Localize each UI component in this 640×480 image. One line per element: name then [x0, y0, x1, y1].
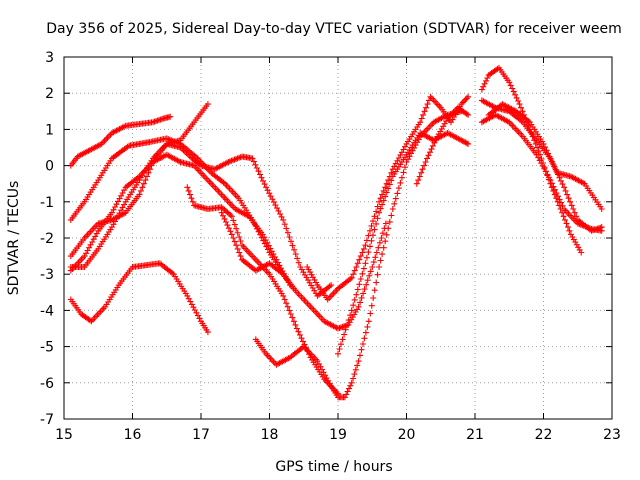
- series-arc-2: [67, 135, 297, 292]
- data-marker-trail: [218, 209, 389, 332]
- x-tick-label: 18: [261, 427, 279, 443]
- data-marker-trail: [335, 130, 472, 357]
- data-marker-trail: [413, 104, 472, 187]
- series-arc-8: [218, 209, 389, 332]
- data-marker-trail: [184, 184, 341, 397]
- grid-lines: [64, 57, 612, 419]
- y-tick-label: -4: [40, 303, 54, 319]
- data-marker-trail: [304, 93, 472, 303]
- x-axis-label: GPS time / hours: [275, 459, 392, 475]
- series-arc-5: [67, 260, 211, 336]
- y-tick-label: 3: [45, 50, 54, 66]
- y-tick-label: 2: [45, 86, 54, 102]
- x-tick-label: 22: [535, 427, 553, 443]
- series-arc-16: [485, 101, 605, 212]
- y-axis-label: SDTVAR / TECUs: [6, 181, 22, 296]
- data-marker-trail: [67, 260, 211, 336]
- x-tick-label: 16: [124, 427, 142, 443]
- series-arc-10: [304, 93, 472, 303]
- x-tick-label: 20: [398, 427, 416, 443]
- y-tick-label: -1: [40, 195, 54, 211]
- data-marker-trail: [67, 113, 174, 169]
- y-tick-label: -3: [40, 267, 54, 283]
- series-arc-1: [67, 113, 174, 169]
- series-arc-6: [67, 140, 335, 299]
- x-tick-label: 21: [466, 427, 484, 443]
- y-tick-label: -5: [40, 340, 54, 356]
- data-points: [67, 64, 605, 401]
- series-arc-12: [413, 104, 472, 187]
- y-tick-label: -2: [40, 231, 54, 247]
- x-tick-label: 17: [192, 427, 210, 443]
- x-tick-label: 23: [603, 427, 621, 443]
- x-tick-label: 19: [329, 427, 347, 443]
- data-marker-trail: [485, 101, 605, 212]
- data-marker-trail: [67, 135, 297, 292]
- y-tick-label: -6: [40, 376, 54, 392]
- y-tick-label: 1: [45, 122, 54, 138]
- x-tick-label: 15: [55, 427, 73, 443]
- series-arc-15: [478, 111, 605, 234]
- chart-title: Day 356 of 2025, Sidereal Day-to-day VTE…: [46, 21, 622, 37]
- data-marker-trail: [67, 140, 335, 299]
- series-arc-11: [335, 130, 472, 357]
- y-tick-label: 0: [45, 159, 54, 175]
- series-arc-7: [184, 184, 341, 397]
- y-tick-label: -7: [40, 412, 54, 428]
- data-marker-trail: [478, 111, 605, 234]
